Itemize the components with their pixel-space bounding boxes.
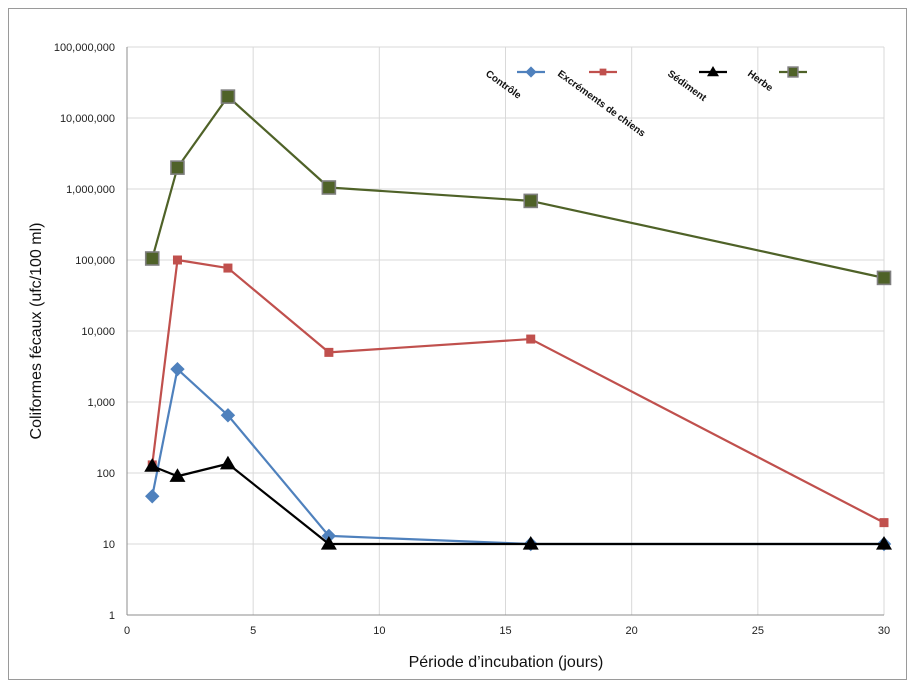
data-point xyxy=(172,255,182,265)
x-tick-label: 15 xyxy=(499,625,511,637)
series xyxy=(144,89,892,552)
series-line xyxy=(151,258,885,524)
data-point xyxy=(321,180,337,195)
y-tick-label: 10 xyxy=(103,539,115,551)
y-tick-labels: 1 10 100 1,000 10,000 100,000 1,000,000 10,000,… xyxy=(54,42,115,622)
legend-marker xyxy=(525,66,537,78)
series-line xyxy=(151,462,884,546)
series-2 xyxy=(144,455,892,550)
legend-item: Herbe xyxy=(745,66,807,95)
legend-label: Contrôle xyxy=(483,69,523,102)
data-point xyxy=(876,536,892,550)
y-tick-label: 10,000 xyxy=(81,326,115,338)
x-tick-label: 30 xyxy=(878,625,890,637)
x-axis-title: Période d’incubation (jours) xyxy=(409,654,604,671)
legend-label: Excréments de chiens xyxy=(555,69,647,140)
data-point xyxy=(170,160,185,175)
data-point xyxy=(220,89,236,104)
x-tick-label: 10 xyxy=(373,625,385,637)
series-1 xyxy=(147,255,889,528)
series-line xyxy=(151,95,885,279)
legend-label: Herbe xyxy=(745,69,775,95)
x-tick-label: 25 xyxy=(752,625,764,637)
data-point xyxy=(223,263,233,273)
y-tick-label: 100,000 xyxy=(75,255,115,267)
y-axis-title: Coliformes fécaux (ufc/100 ml) xyxy=(28,223,45,440)
x-tick-label: 0 xyxy=(124,625,130,637)
y-tick-label: 1,000,000 xyxy=(66,184,115,196)
data-point xyxy=(220,408,236,423)
legend-item: Contrôle xyxy=(483,66,545,102)
series-3 xyxy=(144,89,892,286)
series-line xyxy=(151,368,884,546)
data-point xyxy=(320,536,337,550)
grid-lines xyxy=(126,46,885,616)
legend-label: Sédiment xyxy=(665,69,708,105)
legend-marker xyxy=(707,66,719,77)
data-point xyxy=(522,536,539,550)
x-tick-label: 5 xyxy=(250,625,256,637)
data-point xyxy=(219,455,236,470)
data-point xyxy=(144,251,160,266)
data-point xyxy=(324,347,334,357)
data-point xyxy=(879,518,889,528)
legend-marker xyxy=(599,68,607,76)
y-tick-label: 1 xyxy=(109,610,115,622)
data-point xyxy=(145,489,160,504)
data-point xyxy=(144,458,161,472)
legend-marker xyxy=(787,66,799,78)
x-tick-labels: 0 5 10 15 20 25 30 xyxy=(124,625,890,637)
y-tick-label: 100,000,000 xyxy=(54,42,115,54)
data-point xyxy=(876,270,892,286)
y-tick-label: 100 xyxy=(97,468,115,480)
legend: Contrôle Excréments de chiens Sédiment Herb… xyxy=(483,66,807,140)
data-point xyxy=(526,334,536,344)
data-point xyxy=(523,193,539,209)
legend-item: Excréments de chiens xyxy=(555,69,647,140)
legend-item: Sédiment xyxy=(665,66,727,104)
y-tick-label: 1,000 xyxy=(87,397,115,409)
y-tick-label: 10,000,000 xyxy=(60,113,115,125)
data-point xyxy=(170,361,185,377)
x-tick-label: 20 xyxy=(626,625,638,637)
data-point xyxy=(169,468,186,482)
series-0 xyxy=(145,361,892,552)
axes xyxy=(126,47,884,616)
